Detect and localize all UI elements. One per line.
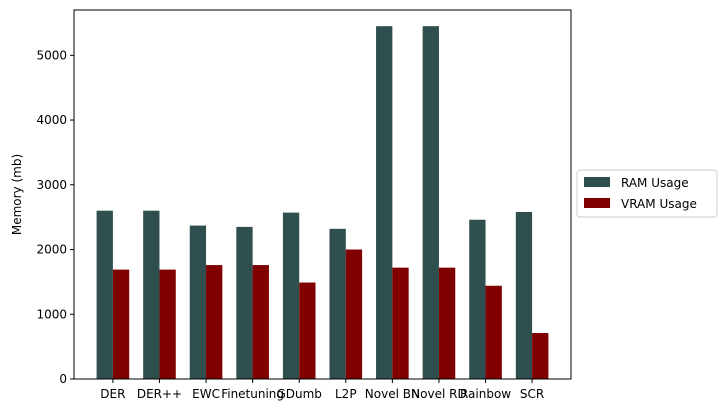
bar-vram-5 <box>345 249 363 379</box>
x-tick-label: L2P <box>335 387 357 401</box>
bar-ram-9 <box>515 211 533 379</box>
x-tick-label: SCR <box>520 387 544 401</box>
x-tick-label: Rainbow <box>460 387 511 401</box>
bar-vram-6 <box>392 267 409 379</box>
x-tick-label: Finetuning <box>221 387 284 401</box>
bar-ram-7 <box>422 26 439 380</box>
bar-vram-2 <box>206 265 223 379</box>
legend-label-ram: RAM Usage <box>621 176 689 190</box>
bar-vram-0 <box>112 269 130 379</box>
y-tick-label: 4000 <box>36 113 67 127</box>
bar-vram-9 <box>532 333 549 379</box>
plot-frame <box>73 9 572 380</box>
bars-group <box>96 26 549 380</box>
y-tick-label: 1000 <box>36 307 67 321</box>
bar-vram-4 <box>299 282 316 379</box>
y-tick-label: 0 <box>59 372 67 386</box>
y-axis-label: Memory (mb) <box>10 154 24 235</box>
x-tick-label: DER <box>100 387 125 401</box>
bar-vram-3 <box>252 265 269 379</box>
y-tick-label: 2000 <box>36 243 67 257</box>
bar-ram-8 <box>469 219 486 379</box>
bar-vram-7 <box>438 267 456 379</box>
y-tick-label: 3000 <box>36 178 67 192</box>
x-tick-label: GDumb <box>276 387 321 401</box>
bar-ram-1 <box>143 210 160 379</box>
x-tick-label: Novel RD <box>411 387 467 401</box>
y-tick-label: 5000 <box>36 48 67 62</box>
bar-ram-6 <box>376 26 393 380</box>
x-tick-label: DER++ <box>137 387 182 401</box>
bar-ram-3 <box>236 226 253 379</box>
legend-label-vram: VRAM Usage <box>621 197 697 211</box>
legend-swatch-ram <box>584 177 610 187</box>
bar-ram-0 <box>96 210 113 379</box>
bar-ram-4 <box>282 212 300 379</box>
bar-vram-1 <box>159 269 176 379</box>
legend: RAM Usage VRAM Usage <box>576 169 718 218</box>
x-tick-label: EWC <box>192 387 220 401</box>
legend-swatch-vram <box>584 198 610 208</box>
bar-ram-5 <box>329 228 346 379</box>
x-tick-label: Novel BN <box>365 387 420 401</box>
bar-vram-8 <box>485 285 502 379</box>
bar-ram-2 <box>189 225 207 379</box>
legend-box <box>576 169 718 218</box>
y-axis-ticks: 0 1000 2000 3000 4000 5000 <box>36 48 74 386</box>
